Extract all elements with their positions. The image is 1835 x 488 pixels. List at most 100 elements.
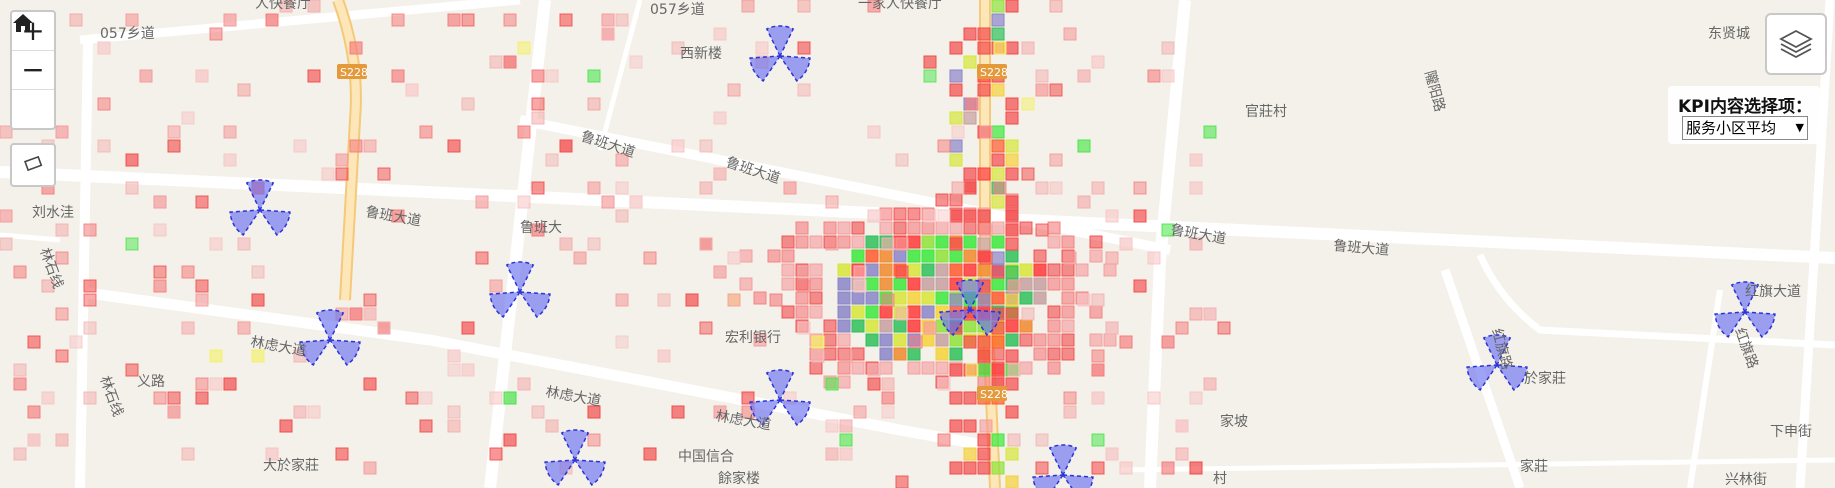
cell-sector[interactable]	[518, 291, 551, 318]
map-label: 红旗路	[1731, 326, 1760, 371]
kpi-grid-cell	[977, 335, 991, 349]
kpi-grid-cell	[349, 139, 363, 153]
kpi-select[interactable]: 服务小区平均 ▼	[1682, 116, 1808, 140]
kpi-grid-cell	[923, 209, 937, 223]
cell-sector[interactable]	[1048, 444, 1078, 477]
kpi-grid-cell	[851, 221, 865, 235]
cell-sector[interactable]	[1714, 311, 1747, 338]
layer-switch-button[interactable]	[1765, 13, 1827, 75]
cell-sector[interactable]	[489, 291, 522, 318]
kpi-grid-cell	[489, 391, 503, 405]
kpi-title: KPI内容选择项：	[1678, 97, 1812, 117]
kpi-grid-cell	[991, 83, 1005, 97]
kpi-grid-cell	[991, 195, 1005, 209]
kpi-grid-cell	[27, 405, 41, 419]
cell-sector[interactable]	[1743, 311, 1776, 338]
cell-sector[interactable]	[560, 429, 590, 462]
kpi-grid-cell	[1005, 405, 1019, 419]
cell-sector[interactable]	[229, 209, 262, 236]
map-label: 红旗大道	[1745, 284, 1801, 300]
kpi-grid-cell	[907, 221, 921, 235]
kpi-grid-cell	[419, 419, 433, 433]
kpi-grid-cell	[461, 363, 475, 377]
kpi-grid-cell	[1005, 111, 1019, 125]
kpi-grid-cell	[1049, 0, 1063, 13]
kpi-grid-cell	[1105, 209, 1119, 223]
cell-sector[interactable]	[1730, 281, 1760, 314]
kpi-grid-cell	[921, 305, 935, 319]
cell-sector[interactable]	[968, 309, 1001, 336]
kpi-grid-cell	[949, 83, 963, 97]
kpi-grid-cell	[935, 249, 949, 263]
kpi-grid-cell	[949, 419, 963, 433]
kpi-grid-cell	[97, 41, 111, 55]
kpi-grid-cell	[865, 291, 879, 305]
home-button[interactable]	[12, 14, 54, 128]
kpi-grid-cell	[963, 27, 977, 41]
kpi-grid-cell	[853, 265, 867, 279]
map-label: 隴阳路	[1421, 69, 1448, 114]
cell-sector[interactable]	[765, 25, 795, 58]
cell-sector[interactable]	[328, 339, 361, 366]
kpi-grid-cell	[1005, 97, 1019, 111]
kpi-grid-cell	[27, 433, 41, 447]
kpi-grid-cell	[839, 419, 853, 433]
kpi-grid-cell	[837, 291, 851, 305]
cell-sector[interactable]	[1061, 474, 1094, 488]
kpi-grid-cell	[977, 433, 991, 447]
cell-sector[interactable]	[765, 369, 795, 402]
kpi-grid-cell	[865, 249, 879, 263]
kpi-grid-cell	[1091, 181, 1105, 195]
kpi-grid-cell	[1047, 347, 1061, 361]
cell-sector[interactable]	[1466, 364, 1499, 391]
kpi-grid-cell	[879, 347, 893, 361]
kpi-grid-cell	[55, 125, 69, 139]
kpi-grid-cell	[977, 363, 991, 377]
kpi-grid-cell	[907, 235, 921, 249]
cell-sector[interactable]	[573, 459, 606, 486]
cell-sector[interactable]	[1032, 474, 1065, 488]
cell-sector[interactable]	[955, 279, 985, 312]
cell-sector[interactable]	[749, 55, 782, 82]
kpi-grid-cell	[977, 41, 991, 55]
kpi-grid-cell	[531, 405, 545, 419]
kpi-grid-cell	[1005, 41, 1019, 55]
kpi-grid-cell	[307, 69, 321, 83]
kpi-grid-cell	[977, 237, 991, 251]
cell-sector[interactable]	[1482, 334, 1512, 367]
cell-sector[interactable]	[544, 459, 577, 486]
kpi-grid-cell	[783, 181, 797, 195]
kpi-grid-cell	[893, 249, 907, 263]
cell-sector[interactable]	[749, 399, 782, 426]
kpi-grid-cell	[895, 153, 909, 167]
kpi-grid-cell	[545, 69, 559, 83]
cell-sector[interactable]	[1495, 364, 1528, 391]
kpi-grid-cell	[0, 237, 13, 251]
cell-sector[interactable]	[505, 261, 535, 294]
cell-sector[interactable]	[778, 55, 811, 82]
zoom-out-button[interactable]: −	[12, 51, 54, 90]
kpi-grid-cell	[797, 0, 811, 13]
kpi-grid-cell	[991, 265, 1005, 279]
cell-sector[interactable]	[939, 309, 972, 336]
kpi-grid-cell	[153, 279, 167, 293]
kpi-grid-cell	[949, 333, 963, 347]
kpi-grid-cell	[503, 55, 517, 69]
cell-sector[interactable]	[315, 309, 345, 342]
kpi-grid-cell	[447, 13, 461, 27]
map-label: 鲁班大道	[364, 204, 422, 229]
kpi-grid-cell	[965, 97, 979, 111]
kpi-grid-cell	[781, 235, 795, 249]
kpi-grid-cell	[1203, 125, 1217, 139]
cell-sector[interactable]	[258, 209, 291, 236]
kpi-grid-cell	[937, 377, 951, 391]
kpi-grid-cell	[907, 263, 921, 277]
kpi-grid-cell	[809, 291, 823, 305]
kpi-grid-cell	[895, 237, 909, 251]
kpi-grid-cell	[991, 139, 1005, 153]
measure-button[interactable]	[10, 143, 56, 187]
cell-sector[interactable]	[299, 339, 332, 366]
cell-sector[interactable]	[245, 179, 275, 212]
cell-sector[interactable]	[778, 399, 811, 426]
